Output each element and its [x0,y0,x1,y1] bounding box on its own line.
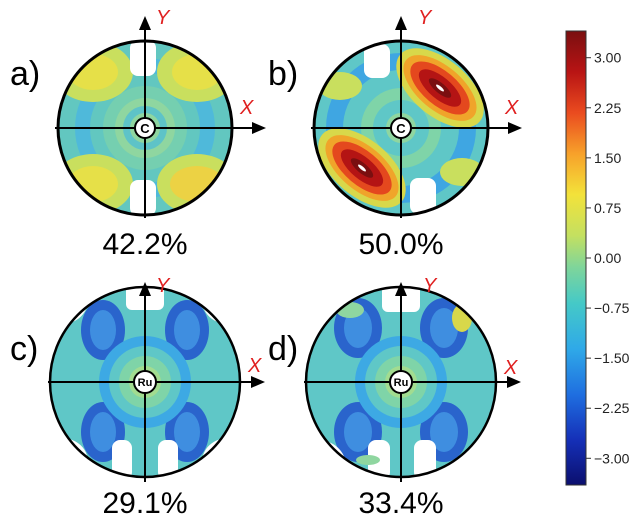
svg-text:C: C [140,121,150,136]
center-atom-a: C [134,117,156,139]
x-axis-label-a: X [239,97,254,119]
colorbar-tick-label: 1.50 [594,150,621,166]
svg-text:C: C [396,121,406,136]
svg-text:Ru: Ru [138,377,153,389]
colorbar-tick-label: 0.75 [594,200,621,216]
colorbar-tick-label: 2.25 [594,100,621,116]
percent-a: 42.2% [102,228,187,261]
colorbar-tick-label: −0.75 [594,300,630,316]
x-axis-label-c: X [247,355,262,377]
colorbar-tick-label: −1.50 [594,350,630,366]
colorbar-tick-label: 3.00 [594,50,621,66]
x-axis-label-b: X [504,97,519,119]
colorbar-ticks: 3.00 2.25 1.50 0.75 0.00 −0.75 −1.50 −2.25 −3.00 [586,50,630,466]
percent-b: 50.0% [358,228,443,261]
y-axis-label-b: Y [418,7,433,29]
x-axis-label-d: X [503,357,518,379]
center-atom-b: C [390,117,412,139]
center-atom-c: Ru [133,370,157,394]
panel-label-c: c) [10,330,38,368]
percent-c: 29.1% [102,487,187,520]
panel-label-a: a) [10,55,40,93]
colorbar-tick-label: 0.00 [594,250,621,266]
y-axis-label-a: Y [156,7,171,29]
panel-label-d: d) [268,330,298,368]
y-axis-label-d: Y [423,275,438,297]
colorbar-gradient [565,30,587,486]
colorbar: 3.00 2.25 1.50 0.75 0.00 −0.75 −1.50 −2.25 −3.00 [565,30,630,486]
colorbar-tick-label: −2.25 [594,400,630,416]
percent-d: 33.4% [358,487,443,520]
colorbar-tick-label: −3.00 [594,450,630,466]
y-axis-label-c: Y [156,275,171,297]
svg-text:Ru: Ru [394,377,409,389]
panel-label-b: b) [268,55,298,93]
center-atom-d: Ru [389,370,413,394]
